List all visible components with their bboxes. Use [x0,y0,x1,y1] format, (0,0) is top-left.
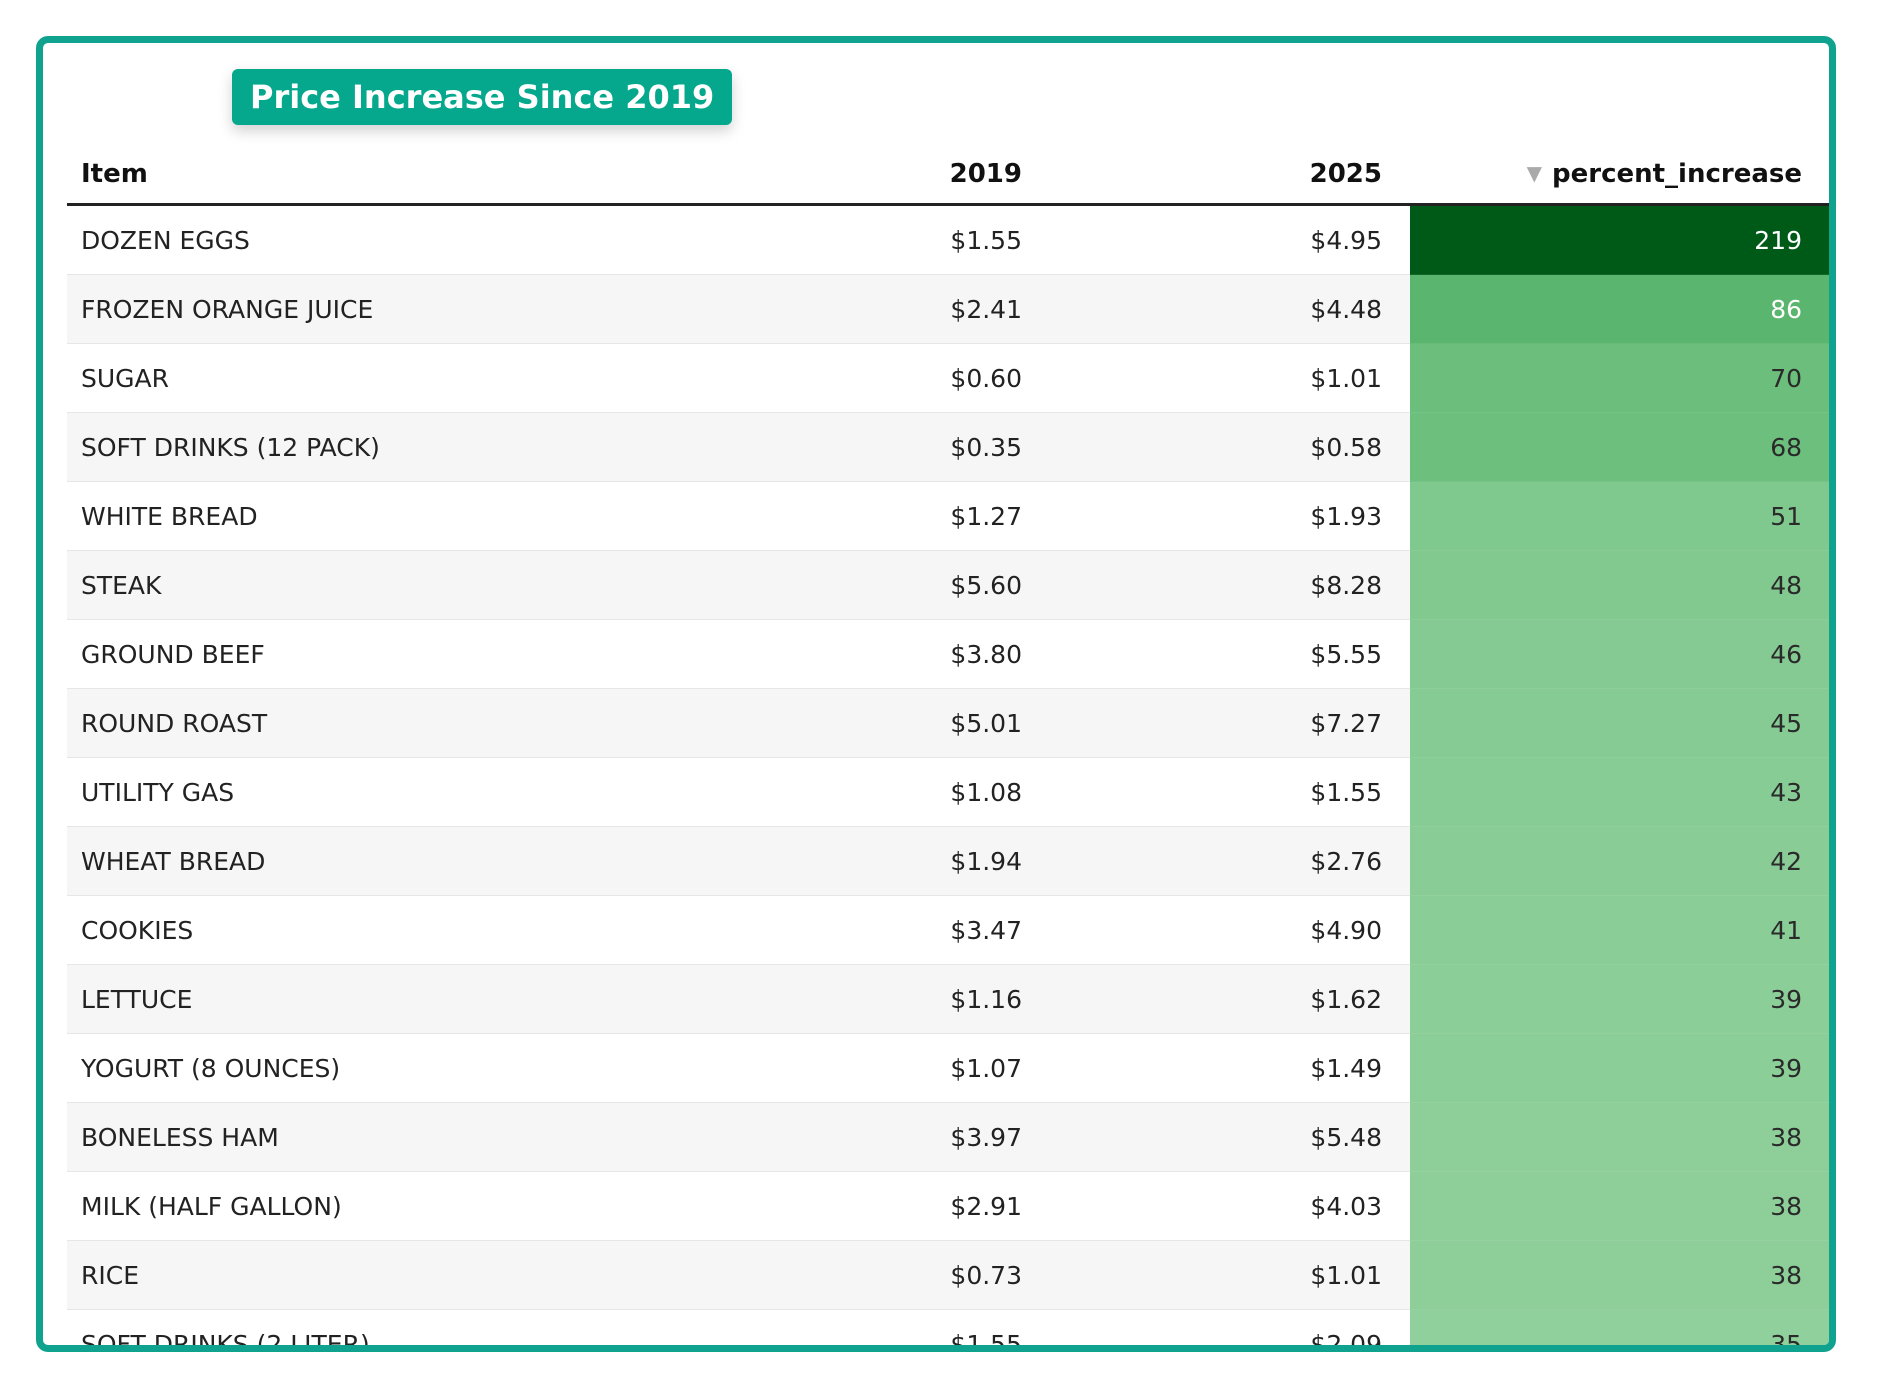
cell-2025: $5.55 [1050,619,1410,689]
cell-item: UTILITY GAS [67,757,750,827]
cell-2025: $4.03 [1050,1171,1410,1241]
cell-item: SOFT DRINKS (2 LITER) [67,1309,750,1345]
cell-percent-increase: 48 [1410,550,1829,620]
cell-percent-increase: 219 [1410,204,1829,275]
cell-item: RICE [67,1240,750,1310]
cell-2025: $5.48 [1050,1102,1410,1172]
cell-percent-increase: 45 [1410,688,1829,758]
sort-desc-triangle-icon: ▼ [1526,161,1542,185]
cell-item: MILK (HALF GALLON) [67,1171,750,1241]
cell-item: YOGURT (8 OUNCES) [67,1033,750,1103]
table-row: COOKIES $3.47 $4.90 41 [67,895,1829,965]
table-row: ROUND ROAST $5.01 $7.27 45 [67,688,1829,758]
table-row: YOGURT (8 OUNCES) $1.07 $1.49 39 [67,1033,1829,1103]
cell-2019: $1.94 [750,826,1050,896]
cell-2019: $3.97 [750,1102,1050,1172]
cell-percent-increase: 43 [1410,757,1829,827]
cell-percent-increase: 46 [1410,619,1829,689]
table-title: Price Increase Since 2019 [232,69,733,125]
cell-item: GROUND BEEF [67,619,750,689]
cell-item: WHEAT BREAD [67,826,750,896]
cell-percent-increase: 39 [1410,964,1829,1034]
price-table: Item 2019 2025 ▼ percent_increase DOZEN E… [67,145,1829,1345]
cell-percent-increase: 68 [1410,412,1829,482]
cell-2019: $1.07 [750,1033,1050,1103]
cell-2025: $7.27 [1050,688,1410,758]
cell-2025: $2.09 [1050,1309,1410,1345]
cell-item: SUGAR [67,343,750,413]
table-row: UTILITY GAS $1.08 $1.55 43 [67,757,1829,827]
cell-2025: $4.90 [1050,895,1410,965]
cell-percent-increase: 38 [1410,1240,1829,1310]
cell-2025: $1.62 [1050,964,1410,1034]
cell-item: ROUND ROAST [67,688,750,758]
cell-item: LETTUCE [67,964,750,1034]
table-row: SUGAR $0.60 $1.01 70 [67,343,1829,413]
cell-2019: $2.91 [750,1171,1050,1241]
cell-2025: $2.76 [1050,826,1410,896]
cell-2019: $0.60 [750,343,1050,413]
cell-percent-increase: 35 [1410,1309,1829,1345]
cell-percent-increase: 70 [1410,343,1829,413]
cell-percent-increase: 51 [1410,481,1829,551]
cell-2025: $1.49 [1050,1033,1410,1103]
table-row: SOFT DRINKS (12 PACK) $0.35 $0.58 68 [67,412,1829,482]
column-header-2019[interactable]: 2019 [750,145,1050,206]
cell-item: DOZEN EGGS [67,204,750,275]
table-body: DOZEN EGGS $1.55 $4.95 219 FROZEN ORANGE JUI… [67,204,1829,1345]
cell-2019: $3.47 [750,895,1050,965]
cell-item: SOFT DRINKS (12 PACK) [67,412,750,482]
cell-item: COOKIES [67,895,750,965]
cell-item: STEAK [67,550,750,620]
table-row: STEAK $5.60 $8.28 48 [67,550,1829,620]
cell-percent-increase: 38 [1410,1171,1829,1241]
header-row: Item 2019 2025 ▼ percent_increase [67,145,1829,206]
column-header-percent-label: percent_increase [1552,159,1802,189]
cell-2019: $1.27 [750,481,1050,551]
table-row: RICE $0.73 $1.01 38 [67,1240,1829,1310]
cell-2019: $3.80 [750,619,1050,689]
cell-item: FROZEN ORANGE JUICE [67,274,750,344]
cell-2019: $2.41 [750,274,1050,344]
cell-percent-increase: 41 [1410,895,1829,965]
table-row: LETTUCE $1.16 $1.62 39 [67,964,1829,1034]
cell-2025: $1.93 [1050,481,1410,551]
table-row: WHEAT BREAD $1.94 $2.76 42 [67,826,1829,896]
cell-2019: $1.55 [750,204,1050,275]
table-row: BONELESS HAM $3.97 $5.48 38 [67,1102,1829,1172]
cell-percent-increase: 38 [1410,1102,1829,1172]
table-card: Price Increase Since 2019 Item 2019 2025… [36,36,1836,1352]
cell-percent-increase: 39 [1410,1033,1829,1103]
cell-2019: $5.60 [750,550,1050,620]
column-header-percent-increase[interactable]: ▼ percent_increase [1410,145,1829,206]
column-header-2025[interactable]: 2025 [1050,145,1410,206]
cell-2019: $0.73 [750,1240,1050,1310]
cell-percent-increase: 86 [1410,274,1829,344]
table-row: WHITE BREAD $1.27 $1.93 51 [67,481,1829,551]
table-row: MILK (HALF GALLON) $2.91 $4.03 38 [67,1171,1829,1241]
cell-percent-increase: 42 [1410,826,1829,896]
cell-2019: $1.55 [750,1309,1050,1345]
table-row: SOFT DRINKS (2 LITER) $1.55 $2.09 35 [67,1309,1829,1345]
cell-item: WHITE BREAD [67,481,750,551]
cell-2019: $5.01 [750,688,1050,758]
table-row: DOZEN EGGS $1.55 $4.95 219 [67,204,1829,275]
table-row: GROUND BEEF $3.80 $5.55 46 [67,619,1829,689]
cell-2019: $1.16 [750,964,1050,1034]
cell-2025: $4.48 [1050,274,1410,344]
cell-2025: $8.28 [1050,550,1410,620]
cell-item: BONELESS HAM [67,1102,750,1172]
cell-2025: $1.01 [1050,1240,1410,1310]
cell-2025: $0.58 [1050,412,1410,482]
cell-2025: $1.01 [1050,343,1410,413]
cell-2019: $1.08 [750,757,1050,827]
table-row: FROZEN ORANGE JUICE $2.41 $4.48 86 [67,274,1829,344]
cell-2025: $4.95 [1050,204,1410,275]
cell-2019: $0.35 [750,412,1050,482]
column-header-item[interactable]: Item [67,145,750,206]
cell-2025: $1.55 [1050,757,1410,827]
